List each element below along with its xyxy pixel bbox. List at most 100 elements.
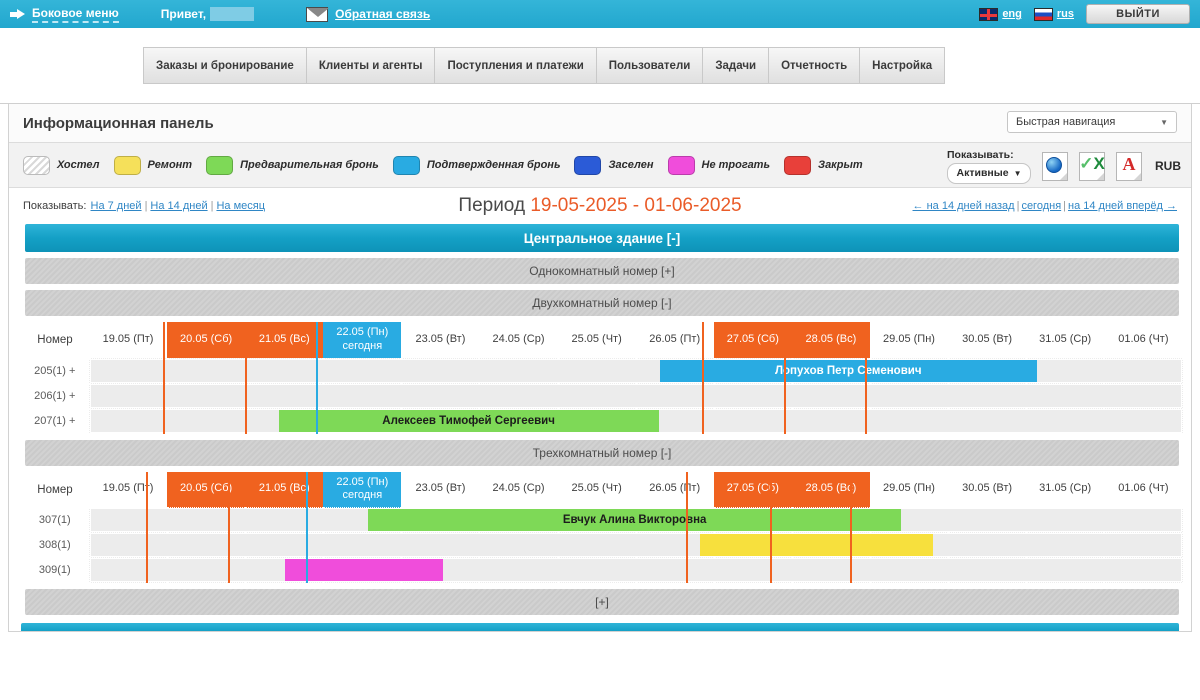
day-header-9: 28.05 (Вс) <box>791 322 870 358</box>
row-cells-308[interactable] <box>88 532 1183 558</box>
table-row[interactable]: 309(1) <box>21 557 1183 583</box>
day-header-10: 29.05 (Пн) <box>883 332 935 345</box>
day-header-13: 01.06 (Чт) <box>1118 332 1169 345</box>
booking-bar-lopuhov[interactable]: Лопухов Петр Семенович <box>659 359 1037 382</box>
quick-navigation-value: Быстрая навигация <box>1016 116 1116 128</box>
grid2-divider-weekend-5 <box>849 471 852 583</box>
booking-bar-donottouch-309[interactable] <box>285 559 444 581</box>
range-show-label: Показывать: <box>23 200 87 212</box>
nav-item-settings[interactable]: Настройка <box>860 47 946 84</box>
category-header-one-room[interactable]: Однокомнатный номер [+] <box>25 258 1179 284</box>
table-row[interactable]: 307(1) Евчук Алина Викторовна <box>21 507 1183 533</box>
building-header-central[interactable]: Центральное здание [-] <box>25 224 1179 252</box>
legend-toolbar: Показывать: Активные ▼ ✓X A RUB <box>947 143 1181 189</box>
main-nav-bar: Заказы и бронирование Клиенты и агенты П… <box>0 28 1200 104</box>
top-bar: Боковое меню Привет, Обратная связь eng … <box>0 0 1200 28</box>
legend-item-checkedin: Заселен <box>574 155 654 175</box>
range-link-7days[interactable]: На 7 дней <box>90 200 142 212</box>
room-label-307[interactable]: 307(1) <box>21 507 89 533</box>
day-header-2-13: 01.06 (Чт) <box>1118 482 1169 495</box>
day-header-2-4: 23.05 (Вт) <box>415 482 466 495</box>
legend-bar: Хостел Ремонт Предварительная бронь Подт… <box>9 142 1191 188</box>
room-label-206[interactable]: 206(1) + <box>21 383 89 408</box>
category-header-two-room[interactable]: Двухкомнатный номер [-] <box>25 290 1179 316</box>
pdf-a-icon: A <box>1122 153 1136 174</box>
nav-item-users[interactable]: Пользователи <box>596 47 704 84</box>
category-header-collapsed[interactable]: [+] <box>25 589 1179 615</box>
room-label-205[interactable]: 205(1) + <box>21 358 89 383</box>
nav-item-clients[interactable]: Клиенты и агенты <box>306 47 436 84</box>
day-header-5: 24.05 (Ср) <box>492 332 545 345</box>
table-row[interactable]: 205(1) + Лопухов Петр Семенович <box>21 357 1183 384</box>
nav-item-orders[interactable]: Заказы и бронирование <box>143 47 307 84</box>
grid-divider-today <box>316 322 319 434</box>
booking-bar-evchuk[interactable]: Евчук Алина Викторовна <box>368 509 902 531</box>
feedback-link[interactable]: Обратная связь <box>306 6 430 22</box>
grid-two-room: Номер 19.05 (Пт) 20.05 (Сб) 21.05 (Вс) 2… <box>21 322 1183 434</box>
show-filter-select[interactable]: Активные ▼ <box>947 162 1031 184</box>
excel-export-icon[interactable]: ✓X <box>1079 151 1105 181</box>
nav-item-tasks[interactable]: Задачи <box>703 47 770 84</box>
chevron-down-icon: ▼ <box>1160 117 1168 127</box>
day-header-2-2: 21.05 (Вс) <box>245 471 324 508</box>
row-cells-206[interactable] <box>88 382 1183 409</box>
nav-item-reports[interactable]: Отчетность <box>769 47 861 84</box>
side-menu-toggle[interactable]: Боковое меню <box>10 6 119 23</box>
legend-item-donottouch: Не трогать <box>667 155 770 175</box>
legend-label-closed: Закрыт <box>818 159 863 171</box>
legend-swatch-donottouch <box>667 155 695 175</box>
nav-link-today[interactable]: сегодня <box>1021 200 1062 212</box>
room-label-207[interactable]: 207(1) + <box>21 408 89 433</box>
legend-item-closed: Закрыт <box>784 155 863 175</box>
row-cells-205[interactable]: Лопухов Петр Семенович <box>88 357 1183 384</box>
booking-bar-repair-308[interactable] <box>700 534 933 556</box>
booking-row-309 <box>90 558 1183 582</box>
excel-x-icon: ✓X <box>1079 154 1105 173</box>
range-link-month[interactable]: На месяц <box>216 200 266 212</box>
table-row[interactable]: 207(1) + Алексеев Тимофей Сергеевич <box>21 407 1183 434</box>
day-header-2-10: 29.05 (Пн) <box>883 482 935 495</box>
row-cells-309[interactable] <box>88 557 1183 583</box>
show-filter-label: Показывать: <box>947 148 1014 161</box>
legend-label-repair: Ремонт <box>147 159 193 171</box>
logout-button[interactable]: ВЫЙТИ <box>1086 4 1190 24</box>
lang-switch-eng[interactable]: eng <box>979 7 1022 21</box>
room-label-309[interactable]: 309(1) <box>21 557 89 583</box>
quick-navigation-select[interactable]: Быстрая навигация ▼ <box>1007 111 1177 133</box>
table-row[interactable]: 308(1) <box>21 532 1183 558</box>
currency-label: RUB <box>1155 159 1181 173</box>
day-header-12: 31.05 (Ср) <box>1039 332 1092 345</box>
legend-label-checkedin: Заселен <box>608 159 654 171</box>
nav-link-back-14[interactable]: ← на 14 дней назад <box>912 200 1015 212</box>
pdf-export-icon[interactable]: A <box>1116 151 1142 181</box>
calendar-table-two-room: Номер 19.05 (Пт) 20.05 (Сб) 21.05 (Вс) 2… <box>21 322 1183 434</box>
row-cells-307[interactable]: Евчук Алина Викторовна <box>88 507 1183 533</box>
booking-row-307: Евчук Алина Викторовна <box>90 508 1183 532</box>
row-cells-207[interactable]: Алексеев Тимофей Сергеевич <box>88 407 1183 434</box>
period-dates: 19-05-2025 - 01-06-2025 <box>530 195 742 216</box>
col-header-number: Номер <box>37 334 73 346</box>
nav-link-forward-14[interactable]: на 14 дней вперёд → <box>1068 200 1177 212</box>
booking-bar-alekseev[interactable]: Алексеев Тимофей Сергеевич <box>278 409 659 432</box>
nav-item-payments[interactable]: Поступления и платежи <box>435 47 597 84</box>
web-globe-export-icon[interactable] <box>1042 151 1068 181</box>
day-header-4: 23.05 (Вт) <box>415 332 466 345</box>
day-header-1: 20.05 (Сб) <box>167 322 246 358</box>
next-building-header[interactable] <box>21 623 1179 631</box>
table-row[interactable]: 206(1) + <box>21 382 1183 409</box>
lang-switch-rus[interactable]: rus <box>1033 7 1074 21</box>
grid2-divider-weekend-2 <box>227 471 230 583</box>
category-header-three-room[interactable]: Трехкомнатный номер [-] <box>25 439 1179 466</box>
day-header-2-9: 28.05 (Вс) <box>791 471 870 508</box>
grid-divider-weekend-1 <box>162 322 165 434</box>
day-header-2-3-today: 22.05 (Пн) сегодня <box>323 471 402 508</box>
day-header-11: 30.05 (Вт) <box>962 332 1013 345</box>
range-link-14days[interactable]: На 14 дней <box>150 200 208 212</box>
day-header-2-7: 26.05 (Пт) <box>649 482 701 495</box>
legend-swatch-hostel <box>23 155 50 175</box>
room-label-308[interactable]: 308(1) <box>21 532 89 558</box>
legend-label-prebooking: Предварительная бронь <box>240 159 379 171</box>
grid-divider-weekend-2 <box>245 322 248 434</box>
dashboard-panel: Информационная панель Быстрая навигация … <box>8 104 1192 632</box>
grid-divider-weekend-3 <box>701 322 704 434</box>
